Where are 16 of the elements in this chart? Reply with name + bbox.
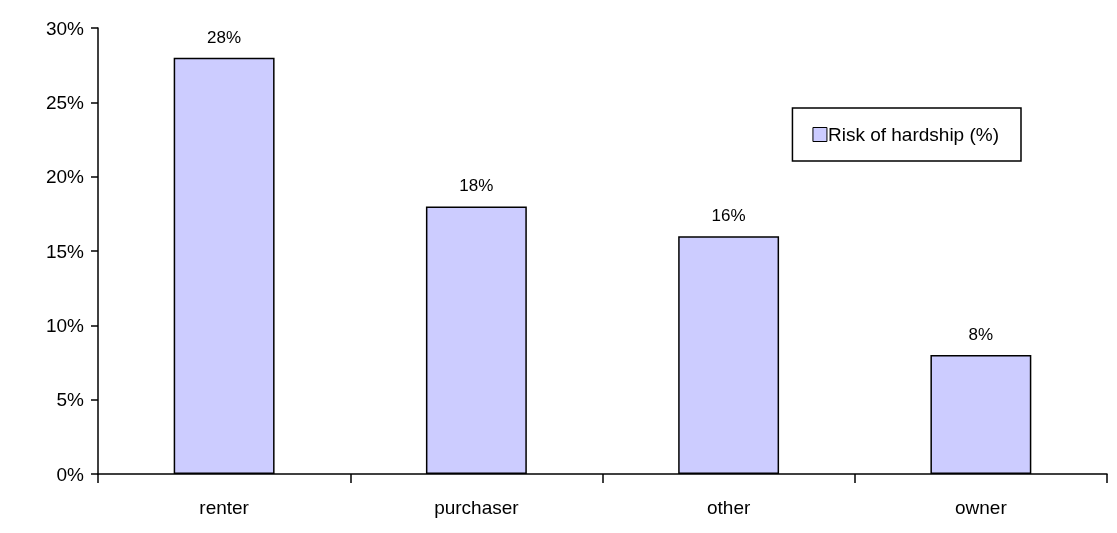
data-label: 28%: [207, 27, 242, 47]
y-tick-label: 5%: [56, 389, 85, 411]
x-tick-label: renter: [199, 497, 250, 518]
y-tick-label: 25%: [45, 91, 85, 113]
y-tick-label: 30%: [45, 17, 85, 39]
data-label: 18%: [459, 176, 494, 196]
x-tick-label: other: [706, 497, 751, 518]
y-tick-label: 15%: [45, 240, 85, 262]
legend-label: Risk of hardship (%): [827, 124, 1000, 145]
y-tick-label: 10%: [45, 314, 85, 336]
x-tick-label: purchaser: [434, 497, 520, 518]
data-label: 8%: [968, 325, 994, 345]
x-tick-label: owner: [955, 497, 1008, 518]
data-label: 16%: [711, 206, 746, 226]
y-tick-label: 20%: [45, 166, 85, 188]
y-tick-label: 0%: [56, 463, 85, 485]
